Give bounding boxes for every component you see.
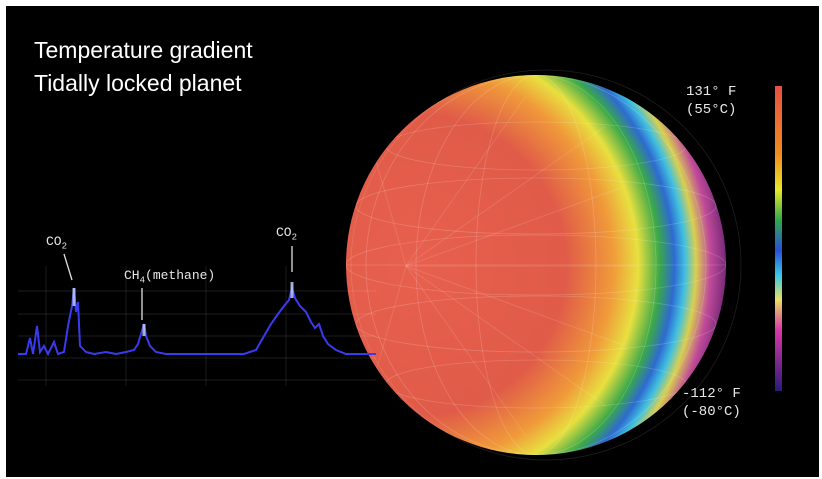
planet-scene bbox=[18, 69, 782, 461]
planet-outer-wire bbox=[350, 69, 742, 461]
image-frame: Temperature gradient Tidally locked plan… bbox=[6, 6, 819, 477]
legend-min-f: -112° F bbox=[682, 386, 741, 402]
image-title: Temperature gradient Tidally locked plan… bbox=[34, 34, 253, 100]
spectrum-line bbox=[18, 284, 376, 357]
title-line-2: Tidally locked planet bbox=[34, 70, 242, 96]
co2-left-pointer bbox=[63, 253, 73, 281]
legend-min-label: -112° F (-80°C) bbox=[682, 385, 741, 421]
co2-right-text: CO bbox=[276, 225, 292, 240]
planet-streaks bbox=[365, 95, 636, 437]
legend-max-c: (55°C) bbox=[686, 102, 737, 118]
legend-max-label: 131° F (55°C) bbox=[686, 83, 736, 119]
legend-min-c: (-80°C) bbox=[682, 404, 741, 420]
co2-right-label: CO2 bbox=[276, 225, 297, 243]
title-line-1: Temperature gradient bbox=[34, 37, 253, 63]
planet-body bbox=[346, 75, 726, 455]
ch4-label: CH4(methane) bbox=[124, 268, 215, 286]
spectrum-grid bbox=[18, 266, 376, 386]
ch4-text: CH bbox=[124, 268, 140, 283]
co2-left-sub: 2 bbox=[61, 241, 68, 252]
co2-left-label: CO2 bbox=[46, 234, 67, 252]
legend-max-f: 131° F bbox=[686, 84, 737, 100]
ch4-suffix: (methane) bbox=[145, 268, 216, 283]
temperature-legend-bar bbox=[775, 86, 782, 391]
co2-left-text: CO bbox=[46, 234, 62, 249]
ch4-sub: 4 bbox=[139, 275, 146, 286]
co2-right-sub: 2 bbox=[291, 232, 298, 243]
